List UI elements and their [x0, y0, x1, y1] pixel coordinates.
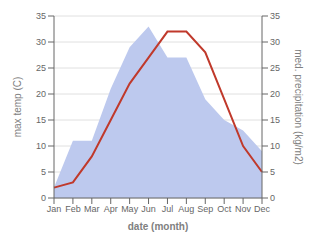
svg-text:med. precipitation (kg/m2): med. precipitation (kg/m2) — [293, 49, 304, 165]
svg-text:5: 5 — [270, 167, 275, 177]
svg-text:May: May — [121, 204, 139, 214]
svg-text:5: 5 — [41, 167, 46, 177]
svg-text:30: 30 — [270, 37, 280, 47]
svg-text:35: 35 — [270, 11, 280, 21]
svg-text:35: 35 — [36, 11, 46, 21]
svg-text:20: 20 — [36, 89, 46, 99]
svg-text:30: 30 — [36, 37, 46, 47]
svg-text:20: 20 — [270, 89, 280, 99]
svg-text:25: 25 — [36, 63, 46, 73]
svg-text:Oct: Oct — [217, 204, 232, 214]
svg-text:Mar: Mar — [84, 204, 100, 214]
svg-text:max temp (C): max temp (C) — [12, 77, 23, 138]
svg-text:0: 0 — [41, 193, 46, 203]
svg-text:Sep: Sep — [197, 204, 213, 214]
svg-text:Jul: Jul — [162, 204, 174, 214]
svg-text:Feb: Feb — [65, 204, 81, 214]
svg-text:date (month): date (month) — [128, 221, 189, 232]
svg-text:Dec: Dec — [254, 204, 271, 214]
svg-text:0: 0 — [270, 193, 275, 203]
svg-text:Jun: Jun — [141, 204, 156, 214]
svg-text:Jan: Jan — [47, 204, 62, 214]
svg-text:15: 15 — [270, 115, 280, 125]
svg-text:10: 10 — [270, 141, 280, 151]
svg-text:10: 10 — [36, 141, 46, 151]
svg-text:15: 15 — [36, 115, 46, 125]
svg-text:Apr: Apr — [104, 204, 118, 214]
svg-text:25: 25 — [270, 63, 280, 73]
svg-text:Aug: Aug — [178, 204, 194, 214]
svg-text:Nov: Nov — [235, 204, 252, 214]
